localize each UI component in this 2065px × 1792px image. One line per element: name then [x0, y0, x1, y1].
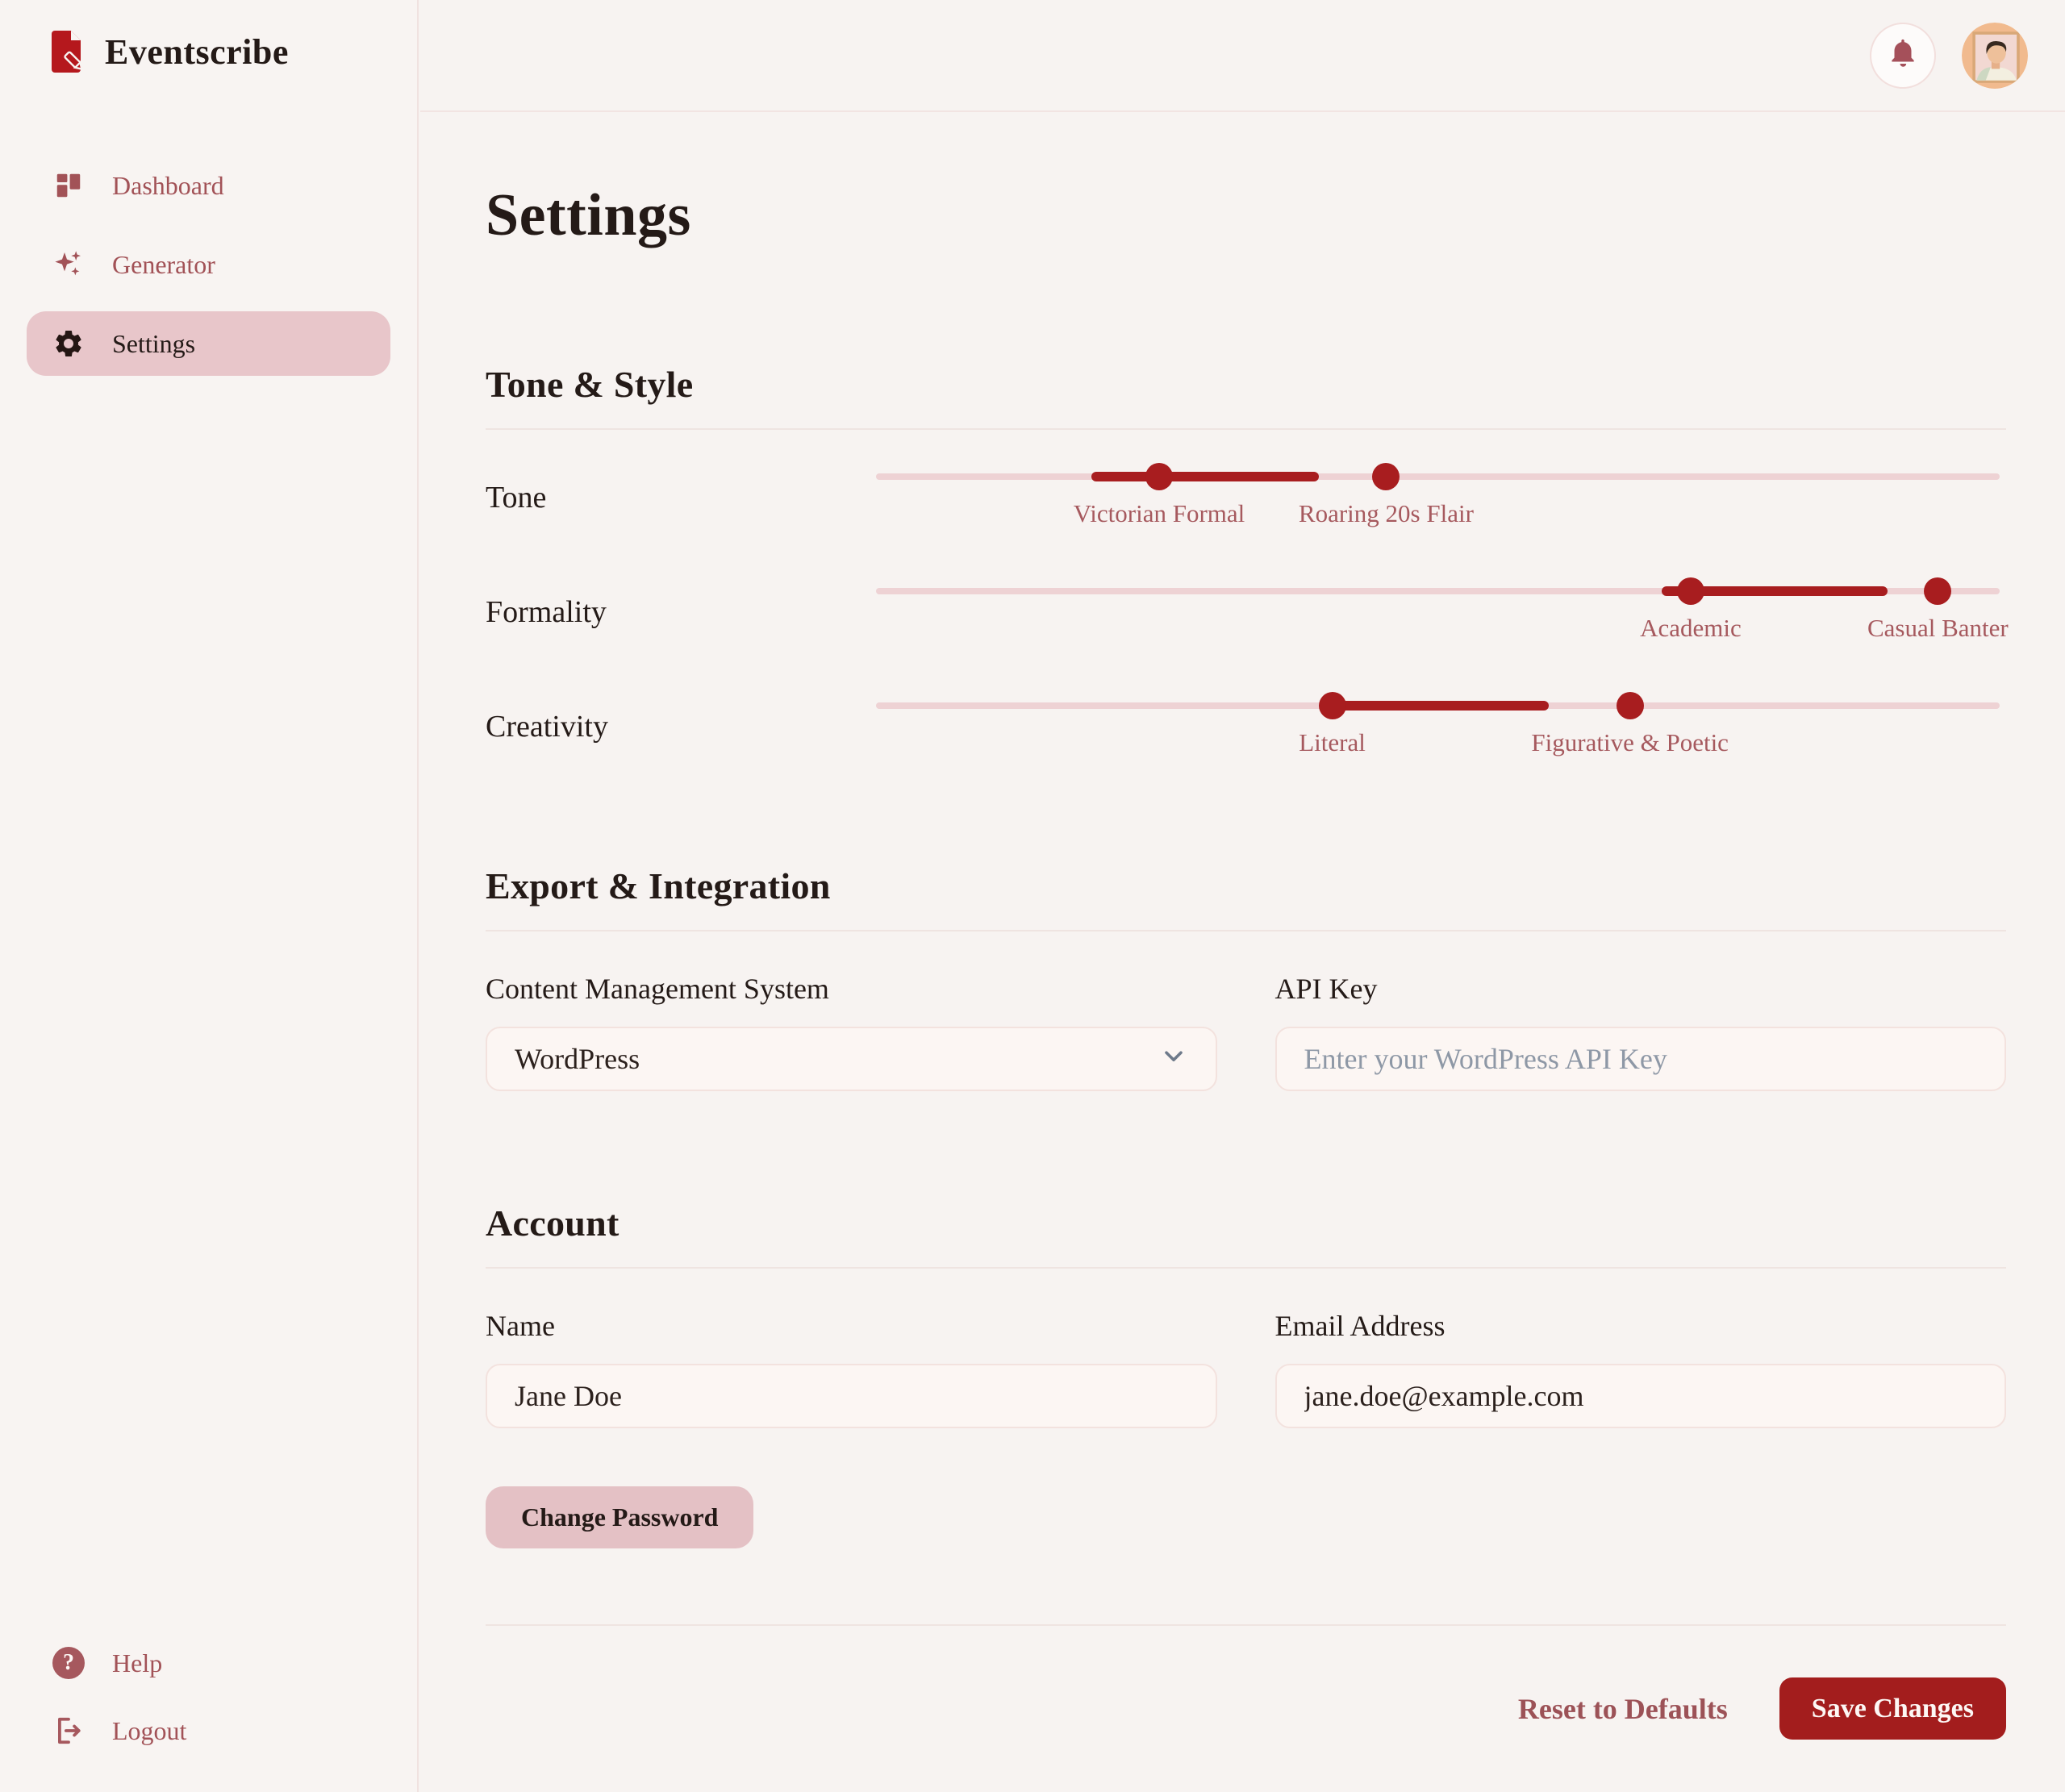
section-divider: [486, 930, 2006, 931]
name-input[interactable]: [486, 1364, 1217, 1428]
section-tone-style: Tone & Style Tone Victorian Formal Roari…: [486, 363, 2009, 786]
api-key-input[interactable]: [1274, 1027, 2006, 1091]
sliders: Tone Victorian Formal Roaring 20s Flair …: [486, 443, 2009, 786]
chevron-down-icon: [1159, 1041, 1188, 1077]
email-field: Email Address: [1274, 1309, 2006, 1428]
cms-label: Content Management System: [486, 973, 829, 1005]
api-key-field: API Key: [1274, 972, 2006, 1091]
notifications-button[interactable]: [1870, 22, 1936, 89]
slider-handle-label: Victorian Formal: [1073, 499, 1245, 527]
sidebar: Eventscribe Dashboard Generator: [0, 0, 419, 1792]
sidebar-footer: ? Help Logout: [0, 1637, 417, 1792]
section-account: Account Name Email Address Change Passwo…: [486, 1202, 2006, 1548]
dashboard-grid-icon: [52, 169, 85, 202]
section-divider: [486, 1267, 2006, 1269]
section-divider: [486, 428, 2006, 430]
email-label: Email Address: [1274, 1310, 1446, 1342]
sidebar-item-label: Settings: [112, 328, 196, 358]
page-title: Settings: [486, 182, 691, 248]
slider-handle-label: Casual Banter: [1867, 614, 2009, 642]
document-pencil-icon: [47, 31, 86, 73]
slider-handle[interactable]: [1145, 463, 1174, 490]
brand-name: Eventscribe: [105, 31, 289, 72]
slider-track[interactable]: Victorian Formal Roaring 20s Flair: [876, 443, 2000, 557]
sidebar-item-generator[interactable]: Generator: [27, 232, 390, 297]
slider-row: Tone Victorian Formal Roaring 20s Flair: [486, 443, 2006, 557]
reset-to-defaults-link[interactable]: Reset to Defaults: [1517, 1692, 1728, 1725]
slider-label: Tone: [486, 481, 547, 515]
slider-track-line: [876, 588, 2000, 594]
api-key-label: API Key: [1274, 973, 1378, 1005]
change-password-button[interactable]: Change Password: [486, 1486, 754, 1548]
sidebar-nav: Dashboard Generator Settings: [0, 153, 417, 376]
slider-range-fill: [1091, 472, 1319, 481]
name-field: Name: [486, 1309, 1217, 1428]
sidebar-item-label: Logout: [112, 1715, 187, 1745]
sidebar-item-help[interactable]: ? Help: [27, 1637, 390, 1689]
sidebar-item-label: Help: [112, 1648, 163, 1677]
section-title-export: Export & Integration: [486, 865, 831, 906]
question-mark-icon: ?: [52, 1647, 85, 1679]
cms-select[interactable]: WordPress: [486, 1027, 1217, 1091]
sidebar-item-settings[interactable]: Settings: [27, 311, 390, 376]
slider-track[interactable]: Academic Casual Banter: [876, 557, 2009, 672]
slider-track[interactable]: Literal Figurative & Poetic: [876, 672, 2000, 786]
slider-handle-label: Figurative & Poetic: [1531, 728, 1729, 756]
slider-label: Formality: [486, 595, 607, 629]
sidebar-item-label: Dashboard: [112, 170, 224, 200]
slider-range-fill: [1661, 586, 1888, 596]
slider-range-fill: [1327, 701, 1550, 711]
user-avatar[interactable]: [1962, 22, 2028, 89]
topbar: [420, 0, 2065, 112]
slider-handle[interactable]: [1372, 463, 1400, 490]
settings-page: Settings Tone & Style Tone Victorian For…: [420, 114, 2065, 1792]
section-title-account: Account: [486, 1202, 620, 1244]
slider-handle[interactable]: [1616, 692, 1644, 719]
bell-icon: [1886, 36, 1920, 74]
slider-track-line: [876, 473, 2000, 480]
save-changes-button[interactable]: Save Changes: [1779, 1677, 2006, 1740]
section-title-tone-style: Tone & Style: [486, 364, 694, 405]
name-label: Name: [486, 1310, 555, 1342]
sidebar-item-label: Generator: [112, 249, 215, 279]
slider-handle[interactable]: [1676, 577, 1704, 605]
brand-logo-row: Eventscribe: [0, 0, 417, 73]
slider-row: Formality Academic Casual Banter: [486, 557, 2009, 672]
slider-handle[interactable]: [1318, 692, 1346, 719]
footer-actions: Reset to Defaults Save Changes: [486, 1677, 2006, 1740]
slider-handle-label: Literal: [1299, 728, 1366, 756]
cms-selected-value: WordPress: [515, 1043, 640, 1075]
sidebar-item-dashboard[interactable]: Dashboard: [27, 153, 390, 218]
section-export-integration: Export & Integration Content Management …: [486, 865, 2006, 1091]
slider-handle-label: Roaring 20s Flair: [1298, 499, 1474, 527]
slider-handle-label: Academic: [1640, 614, 1742, 642]
cms-field: Content Management System WordPress: [486, 972, 1217, 1091]
slider-handle[interactable]: [1924, 577, 1952, 605]
slider-row: Creativity Literal Figurative & Poetic: [486, 672, 2006, 786]
sparkles-icon: [52, 248, 85, 281]
gear-icon: [52, 327, 85, 360]
email-input[interactable]: [1274, 1364, 2006, 1428]
sidebar-item-logout[interactable]: Logout: [27, 1705, 390, 1757]
footer-divider: [486, 1624, 2006, 1626]
slider-label: Creativity: [486, 710, 608, 744]
logout-icon: [52, 1715, 85, 1747]
